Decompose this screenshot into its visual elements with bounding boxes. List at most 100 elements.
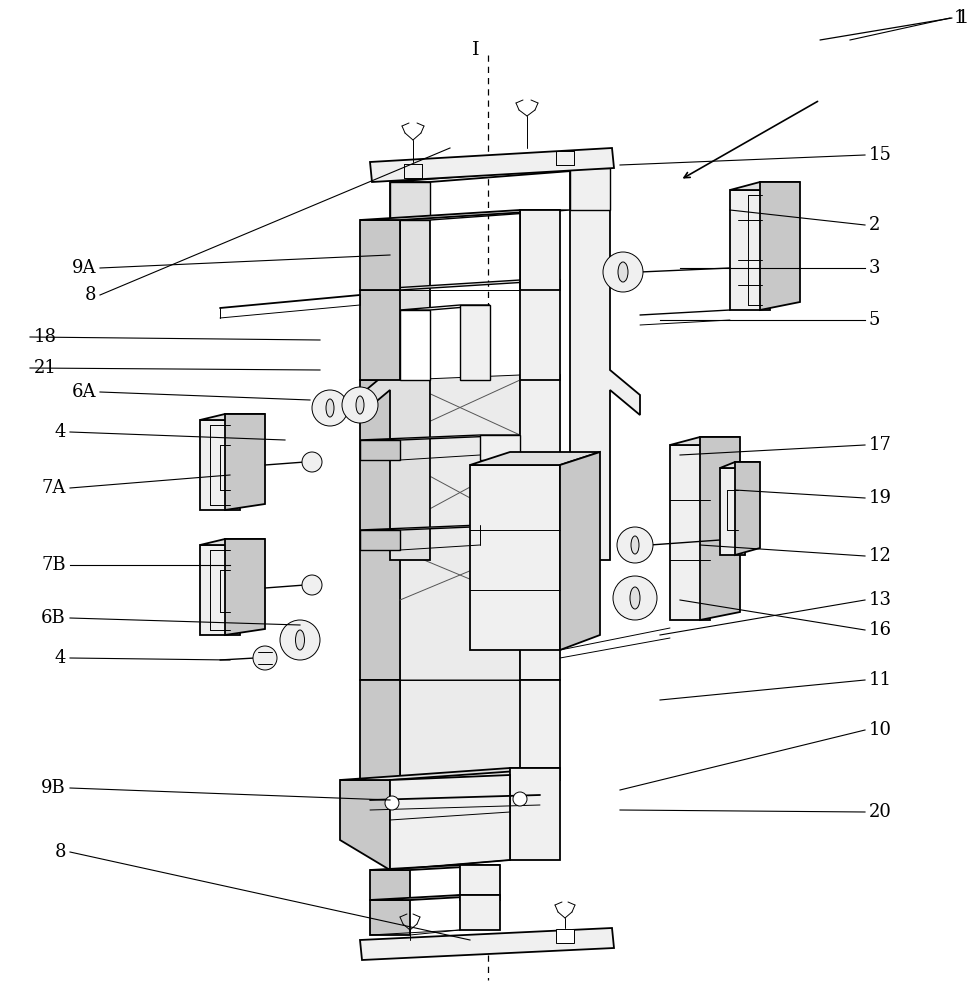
Bar	[556, 929, 574, 943]
Circle shape	[280, 620, 320, 660]
Text: 4: 4	[55, 423, 66, 441]
Ellipse shape	[631, 536, 639, 554]
Polygon shape	[520, 210, 560, 290]
Circle shape	[603, 252, 643, 292]
Polygon shape	[360, 220, 400, 290]
Text: 19: 19	[869, 489, 892, 507]
Circle shape	[302, 452, 322, 472]
Polygon shape	[470, 465, 560, 650]
Text: I: I	[472, 41, 480, 59]
Polygon shape	[760, 182, 800, 310]
Polygon shape	[520, 280, 560, 380]
Polygon shape	[670, 437, 740, 445]
Polygon shape	[480, 525, 520, 550]
Text: 9B: 9B	[41, 779, 66, 797]
Polygon shape	[460, 305, 490, 380]
Text: 7B: 7B	[41, 556, 66, 574]
Text: 13: 13	[869, 591, 892, 609]
Polygon shape	[390, 168, 610, 182]
Polygon shape	[470, 452, 600, 465]
Circle shape	[253, 646, 277, 670]
Polygon shape	[200, 539, 265, 545]
Circle shape	[342, 387, 378, 423]
Polygon shape	[200, 414, 265, 420]
Polygon shape	[370, 870, 410, 900]
Text: 1: 1	[954, 9, 965, 27]
Polygon shape	[200, 420, 240, 510]
Polygon shape	[570, 168, 640, 560]
Polygon shape	[510, 768, 560, 860]
Text: 2: 2	[869, 216, 880, 234]
Text: 12: 12	[869, 547, 892, 565]
Ellipse shape	[618, 262, 628, 282]
Text: 6A: 6A	[71, 383, 96, 401]
Polygon shape	[570, 168, 610, 210]
Polygon shape	[370, 148, 614, 182]
Polygon shape	[730, 182, 800, 190]
Polygon shape	[720, 468, 745, 555]
Polygon shape	[735, 462, 760, 555]
Text: 18: 18	[34, 328, 57, 346]
Polygon shape	[720, 462, 760, 468]
Polygon shape	[520, 375, 560, 680]
Text: 1: 1	[957, 9, 969, 27]
Polygon shape	[360, 440, 400, 460]
Polygon shape	[340, 780, 390, 870]
Text: 5: 5	[869, 311, 880, 329]
Polygon shape	[360, 530, 400, 550]
Polygon shape	[225, 539, 265, 635]
Text: 20: 20	[869, 803, 892, 821]
Polygon shape	[360, 182, 430, 560]
Polygon shape	[360, 525, 520, 530]
Polygon shape	[460, 895, 500, 930]
Circle shape	[385, 796, 399, 810]
Polygon shape	[370, 900, 410, 935]
Polygon shape	[390, 210, 570, 220]
Text: 7A: 7A	[42, 479, 66, 497]
Text: 8: 8	[84, 286, 96, 304]
Polygon shape	[360, 280, 560, 290]
Polygon shape	[460, 865, 500, 900]
Polygon shape	[360, 680, 400, 780]
Polygon shape	[200, 545, 240, 635]
Polygon shape	[400, 310, 430, 380]
Polygon shape	[370, 895, 500, 900]
Text: 15: 15	[869, 146, 892, 164]
Text: 16: 16	[869, 621, 892, 639]
Polygon shape	[400, 305, 490, 310]
Polygon shape	[670, 445, 710, 620]
Ellipse shape	[326, 399, 334, 417]
Polygon shape	[340, 768, 560, 780]
Text: 10: 10	[869, 721, 892, 739]
Circle shape	[513, 792, 527, 806]
Polygon shape	[390, 775, 510, 870]
Polygon shape	[360, 928, 614, 960]
Circle shape	[613, 576, 657, 620]
Text: 6B: 6B	[41, 609, 66, 627]
Text: 21: 21	[34, 359, 57, 377]
Polygon shape	[360, 290, 400, 380]
Polygon shape	[480, 435, 520, 460]
Polygon shape	[360, 380, 400, 680]
Circle shape	[617, 527, 653, 563]
Text: 11: 11	[869, 671, 892, 689]
Ellipse shape	[630, 587, 640, 609]
Polygon shape	[730, 190, 770, 310]
Circle shape	[312, 390, 348, 426]
Ellipse shape	[295, 630, 305, 650]
Polygon shape	[360, 210, 560, 220]
Polygon shape	[360, 435, 520, 440]
Text: 3: 3	[869, 259, 880, 277]
Text: 9A: 9A	[71, 259, 96, 277]
Circle shape	[302, 575, 322, 595]
Polygon shape	[700, 437, 740, 620]
Polygon shape	[520, 680, 560, 780]
Polygon shape	[560, 452, 600, 650]
Text: 17: 17	[869, 436, 892, 454]
Text: 4: 4	[55, 649, 66, 667]
Bar	[400, 941, 418, 955]
Polygon shape	[400, 375, 520, 680]
Polygon shape	[400, 680, 520, 780]
Text: 8: 8	[55, 843, 66, 861]
Ellipse shape	[356, 396, 364, 414]
